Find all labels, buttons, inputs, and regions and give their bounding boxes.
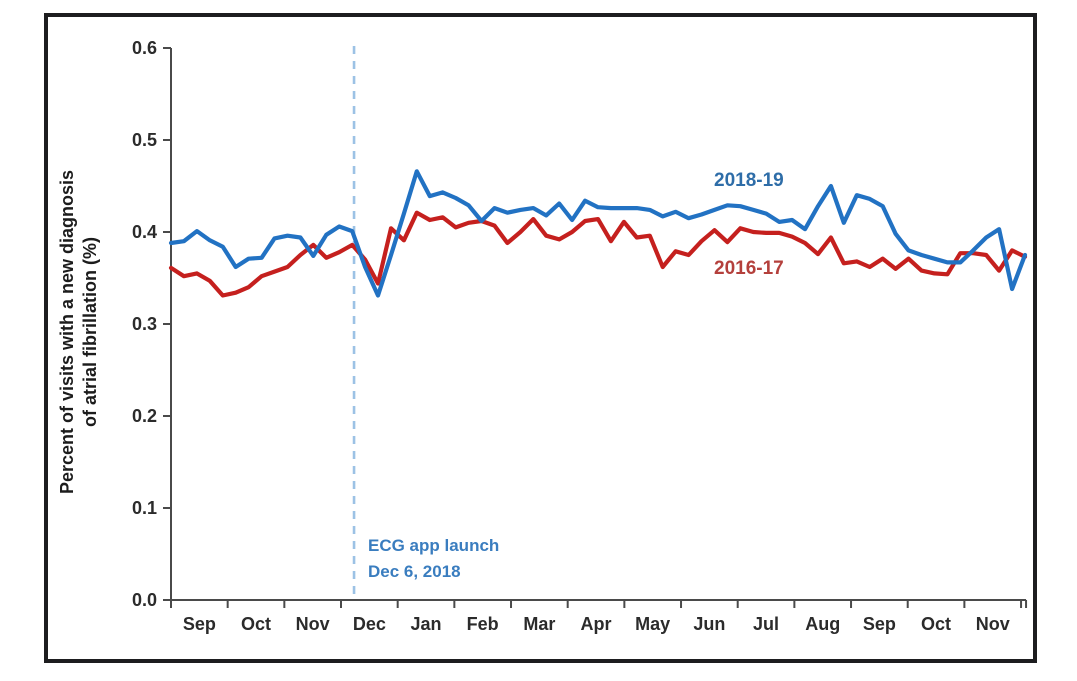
y-tick-label: 0.1 (132, 498, 157, 518)
y-axis-title: Percent of visits with a new diagnosis o… (56, 117, 108, 547)
x-month-label: Aug (805, 614, 840, 634)
x-month-label: Dec (353, 614, 386, 634)
x-month-label: Jul (753, 614, 779, 634)
series-line-2016-17 (168, 210, 1028, 298)
x-month-label: Nov (976, 614, 1010, 634)
x-month-label: Jun (693, 614, 725, 634)
x-month-label: Sep (863, 614, 896, 634)
y-tick-label: 0.4 (132, 222, 157, 242)
y-tick-label: 0.2 (132, 406, 157, 426)
x-month-label: Sep (183, 614, 216, 634)
series-label-2016-17: 2016-17 (714, 258, 784, 279)
y-axis-title-line1: Percent of visits with a new diagnosis (57, 169, 77, 495)
x-month-label: Feb (467, 614, 499, 634)
event-annotation: ECG app launch Dec 6, 2018 (368, 533, 499, 584)
y-tick-label: 0.0 (132, 590, 157, 610)
series-line-2018-19 (168, 169, 1028, 298)
x-month-label: Apr (581, 614, 612, 634)
x-month-label: Oct (241, 614, 271, 634)
x-month-label: Oct (921, 614, 951, 634)
figure-border-frame (44, 13, 1037, 663)
x-month-label: Jan (410, 614, 441, 634)
event-annotation-line2: Dec 6, 2018 (368, 561, 461, 581)
y-tick-label: 0.5 (132, 130, 157, 150)
series-label-2018-19: 2018-19 (714, 170, 784, 191)
x-month-label: May (635, 614, 670, 634)
event-annotation-line1: ECG app launch (368, 536, 500, 555)
y-axis-title-line2: of atrial fibrillation (%) (80, 237, 101, 428)
x-month-label: Mar (523, 614, 555, 634)
x-month-label: Nov (296, 614, 330, 634)
y-tick-label: 0.3 (132, 314, 157, 334)
y-tick-label: 0.6 (132, 38, 157, 58)
